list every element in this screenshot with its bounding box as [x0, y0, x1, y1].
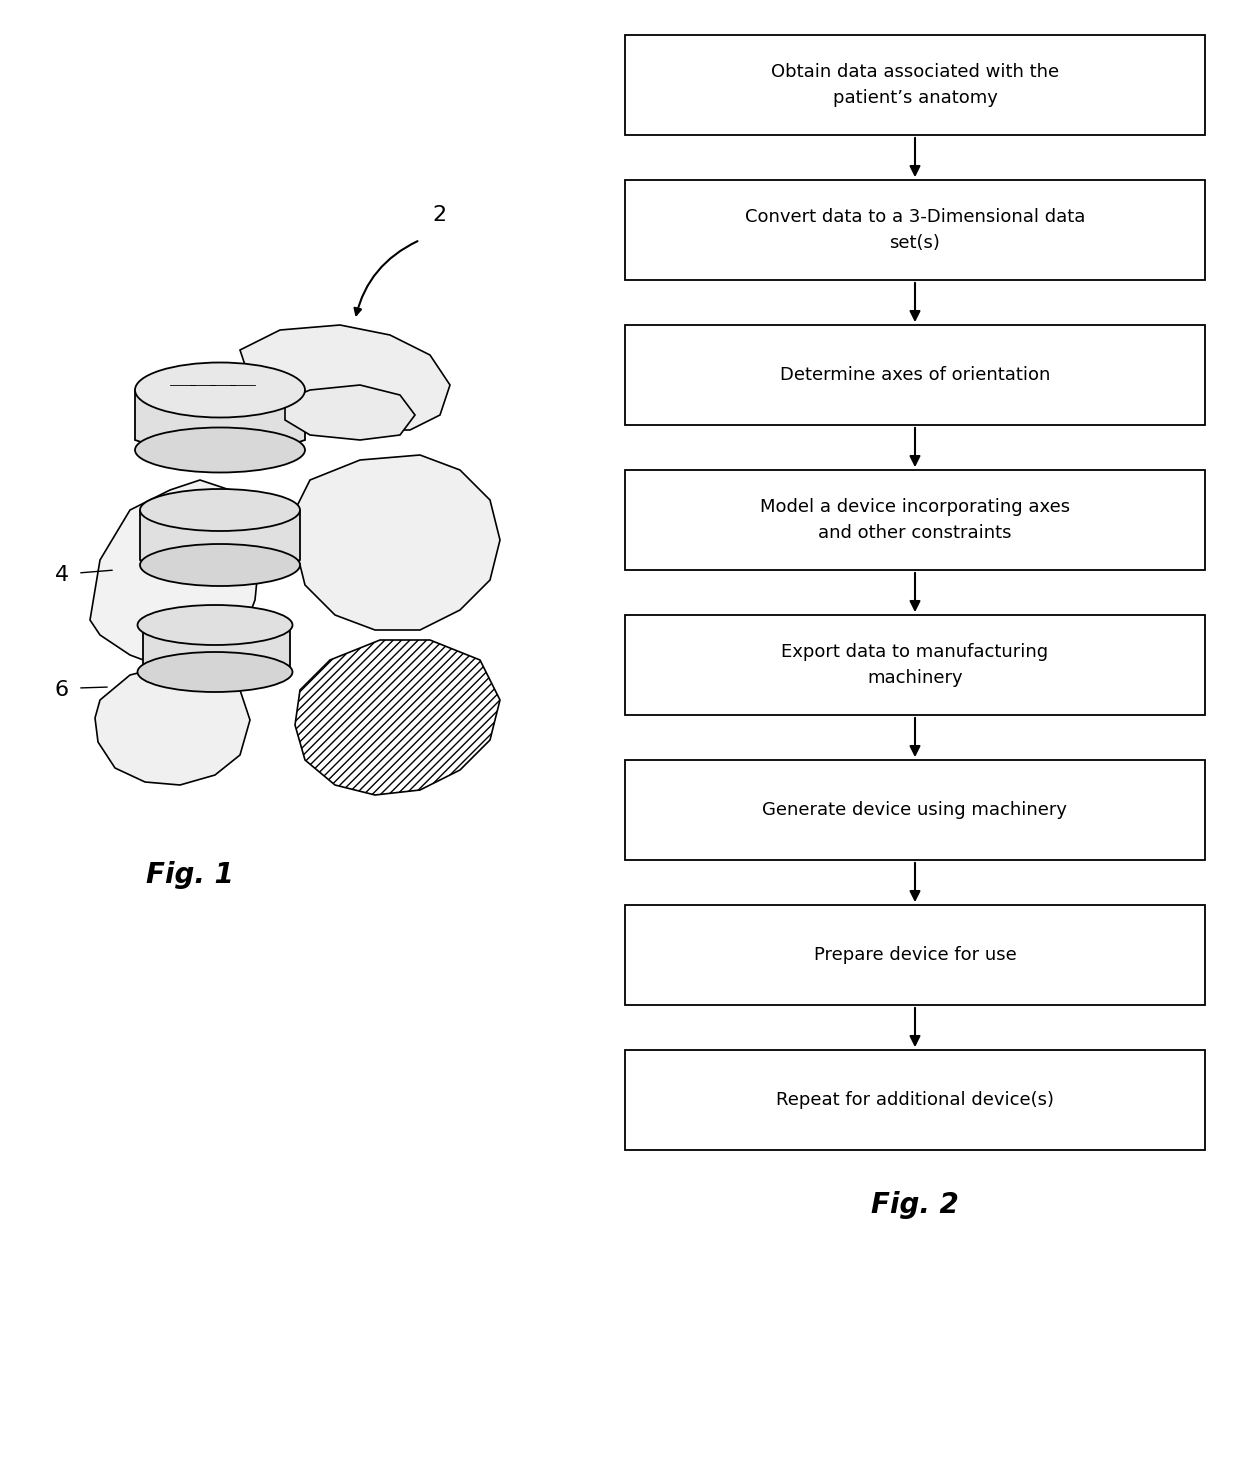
Ellipse shape	[138, 604, 293, 646]
Polygon shape	[241, 324, 450, 430]
FancyBboxPatch shape	[625, 470, 1205, 570]
Text: 2: 2	[432, 205, 446, 226]
Polygon shape	[95, 665, 250, 786]
Polygon shape	[143, 625, 290, 685]
Text: Export data to manufacturing
machinery: Export data to manufacturing machinery	[781, 643, 1049, 687]
Ellipse shape	[135, 427, 305, 473]
Text: Repeat for additional device(s): Repeat for additional device(s)	[776, 1091, 1054, 1108]
Text: Model a device incorporating axes
and other constraints: Model a device incorporating axes and ot…	[760, 498, 1070, 542]
Text: 6: 6	[55, 680, 69, 700]
FancyBboxPatch shape	[625, 615, 1205, 715]
FancyBboxPatch shape	[625, 180, 1205, 280]
Text: Generate device using machinery: Generate device using machinery	[763, 800, 1068, 820]
Polygon shape	[91, 481, 260, 671]
Polygon shape	[295, 640, 500, 794]
Text: Fig. 2: Fig. 2	[872, 1191, 959, 1219]
FancyBboxPatch shape	[625, 1049, 1205, 1150]
Text: Determine axes of orientation: Determine axes of orientation	[780, 366, 1050, 385]
Ellipse shape	[140, 544, 300, 587]
Polygon shape	[285, 385, 415, 441]
FancyBboxPatch shape	[625, 761, 1205, 859]
Ellipse shape	[135, 363, 305, 417]
Text: Prepare device for use: Prepare device for use	[813, 946, 1017, 964]
Polygon shape	[295, 455, 500, 629]
Ellipse shape	[138, 652, 293, 691]
Text: Fig. 1: Fig. 1	[146, 861, 234, 889]
Polygon shape	[135, 391, 305, 455]
FancyBboxPatch shape	[625, 324, 1205, 425]
Text: Convert data to a 3-Dimensional data
set(s): Convert data to a 3-Dimensional data set…	[745, 208, 1085, 252]
Polygon shape	[140, 510, 300, 575]
Text: Obtain data associated with the
patient’s anatomy: Obtain data associated with the patient’…	[771, 63, 1059, 108]
Ellipse shape	[140, 489, 300, 531]
Text: 4: 4	[55, 565, 69, 585]
FancyBboxPatch shape	[625, 905, 1205, 1005]
FancyBboxPatch shape	[625, 35, 1205, 136]
